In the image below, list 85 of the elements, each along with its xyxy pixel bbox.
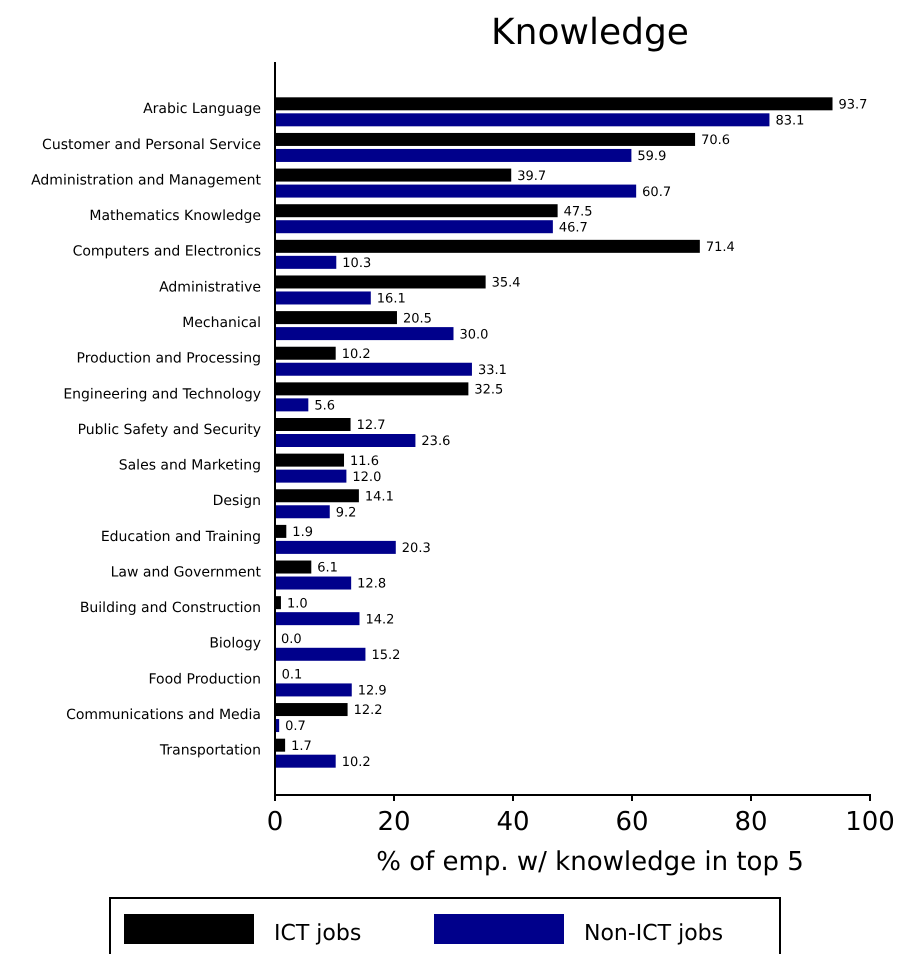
- data-label: 12.0: [352, 470, 382, 485]
- y-tick-label: Law and Government: [110, 564, 262, 580]
- y-tick-label: Design: [212, 493, 261, 510]
- bar: [275, 612, 360, 626]
- data-label: 1.7: [291, 738, 312, 754]
- data-label: 33.1: [478, 362, 507, 378]
- y-tick-label: Sales and Marketing: [118, 458, 261, 474]
- data-label: 93.7: [838, 97, 868, 112]
- data-label: 35.4: [492, 276, 521, 291]
- y-tick-label: Public Safety and Security: [78, 422, 261, 438]
- data-label: 0.7: [285, 719, 306, 734]
- data-label: 70.6: [701, 133, 730, 148]
- y-tick-label: Administrative: [159, 279, 261, 296]
- data-label: 10.3: [342, 256, 372, 272]
- y-tick-label: Education and Training: [100, 528, 261, 545]
- data-label: 1.9: [292, 525, 313, 540]
- data-label: 9.2: [336, 505, 356, 520]
- data-label: 12.8: [357, 576, 386, 592]
- text: Non-ICT jobs: [584, 921, 724, 946]
- data-label: 5.6: [314, 398, 336, 414]
- y-tick-label: Mathematics Knowledge: [89, 208, 261, 224]
- y-tick-label: Communications and Media: [66, 706, 261, 723]
- data-label: 10.2: [342, 754, 371, 770]
- x-tick-label: 0: [266, 807, 284, 837]
- x-tick-label: 80: [734, 807, 768, 837]
- chart-title: Knowledge: [491, 12, 689, 53]
- bar: [275, 540, 396, 554]
- data-label: 12.9: [358, 684, 387, 699]
- data-label: 23.6: [421, 434, 450, 450]
- bar: [275, 362, 472, 376]
- bar: [275, 470, 346, 483]
- data-label: 47.5: [564, 204, 593, 220]
- data-label: 14.2: [365, 612, 394, 628]
- data-label: 30.0: [460, 327, 488, 342]
- data-label: 14.1: [364, 489, 394, 504]
- bar: [275, 291, 371, 304]
- bar: [275, 505, 330, 518]
- y-tick-label: Food Production: [148, 671, 261, 688]
- bar: [275, 327, 454, 340]
- bar: [275, 398, 308, 412]
- data-label: 20.5: [402, 311, 432, 326]
- data-label: 12.7: [356, 418, 386, 434]
- data-label: 32.5: [474, 382, 504, 398]
- data-label: 16.1: [376, 292, 406, 307]
- y-tick-label: Biology: [209, 636, 261, 652]
- bar: [275, 683, 352, 696]
- data-label: 60.7: [642, 184, 672, 200]
- bar: [275, 148, 632, 162]
- data-label: 1.0: [286, 596, 308, 612]
- bar: [275, 184, 636, 198]
- data-label: 15.2: [371, 648, 400, 663]
- bar: [275, 648, 366, 661]
- x-tick-label: 40: [496, 807, 530, 837]
- data-label: 83.1: [775, 113, 804, 128]
- data-label: 6.1: [317, 560, 338, 576]
- data-label: 46.7: [558, 220, 588, 236]
- x-tick-label: 100: [845, 807, 895, 837]
- bar: [275, 434, 416, 447]
- y-tick-label: Production and Processing: [76, 350, 261, 367]
- data-label: 20.3: [402, 541, 431, 556]
- data-label: 59.9: [637, 149, 666, 164]
- bar: [275, 113, 770, 126]
- bar: [275, 754, 336, 768]
- data-label: 0.1: [282, 668, 302, 683]
- y-tick-label: Customer and Personal Service: [42, 136, 261, 153]
- text: ICT jobs: [274, 921, 362, 946]
- bar: [275, 256, 336, 269]
- y-tick-label: Arabic Language: [143, 101, 261, 118]
- data-label: 39.7: [517, 168, 546, 184]
- y-tick-label: Computers and Electronics: [72, 244, 261, 260]
- x-axis-title: % of emp. w/ knowledge in top 5: [376, 847, 804, 877]
- bar: [275, 576, 352, 590]
- bar: [275, 220, 553, 234]
- data-label: 0.0: [281, 632, 302, 647]
- y-tick-label: Transportation: [158, 742, 261, 759]
- data-label: 12.2: [354, 703, 383, 718]
- x-tick-label: 60: [615, 807, 649, 837]
- y-tick-label: Engineering and Technology: [63, 386, 261, 402]
- y-tick-label: Mechanical: [182, 315, 261, 332]
- y-tick-label: Building and Construction: [80, 600, 261, 616]
- x-tick-label: 20: [377, 807, 411, 837]
- data-label: 71.4: [706, 240, 735, 256]
- y-tick-label: Administration and Management: [31, 172, 262, 188]
- data-label: 11.6: [350, 454, 379, 469]
- data-label: 10.2: [342, 346, 371, 362]
